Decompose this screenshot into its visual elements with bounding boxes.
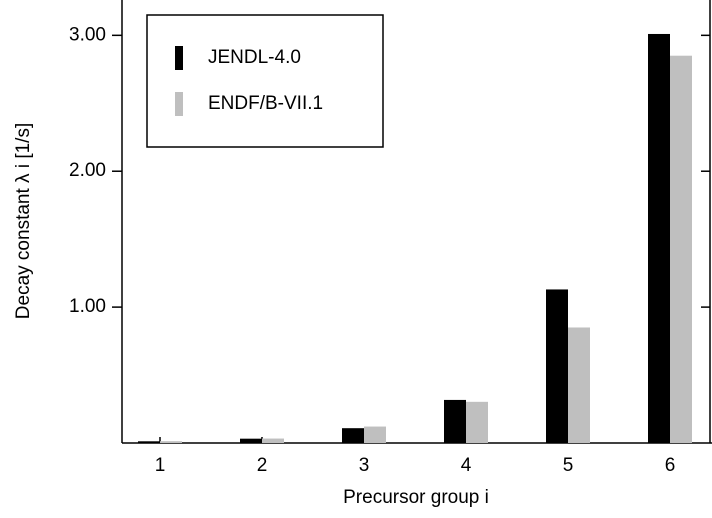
legend-swatch bbox=[175, 46, 183, 70]
bar bbox=[160, 441, 182, 443]
legend-label: JENDL-4.0 bbox=[208, 47, 301, 68]
x-tick-label: 6 bbox=[665, 455, 676, 476]
bar bbox=[262, 438, 284, 443]
bar bbox=[240, 438, 262, 443]
legend-swatch bbox=[175, 92, 183, 116]
x-tick-label: 2 bbox=[257, 455, 268, 476]
bar bbox=[546, 289, 568, 443]
y-tick-label: 1.00 bbox=[69, 296, 106, 317]
bar bbox=[364, 426, 386, 443]
legend-label: ENDF/B-VII.1 bbox=[208, 93, 323, 114]
bar bbox=[568, 327, 590, 443]
x-tick-label: 4 bbox=[461, 455, 472, 476]
x-tick-label: 1 bbox=[155, 455, 166, 476]
x-axis-label: Precursor group i bbox=[343, 487, 489, 508]
bar bbox=[342, 428, 364, 443]
legend-box bbox=[146, 14, 384, 148]
y-tick-label: 3.00 bbox=[69, 24, 106, 45]
bar bbox=[670, 55, 692, 444]
y-tick-label: 2.00 bbox=[69, 160, 106, 181]
bar bbox=[444, 399, 466, 443]
y-axis-label: Decay constant λ i [1/s] bbox=[13, 123, 34, 319]
bar bbox=[138, 441, 160, 443]
bar bbox=[466, 401, 488, 443]
x-tick-label: 3 bbox=[359, 455, 370, 476]
x-tick-label: 5 bbox=[563, 455, 574, 476]
bar bbox=[648, 33, 670, 444]
